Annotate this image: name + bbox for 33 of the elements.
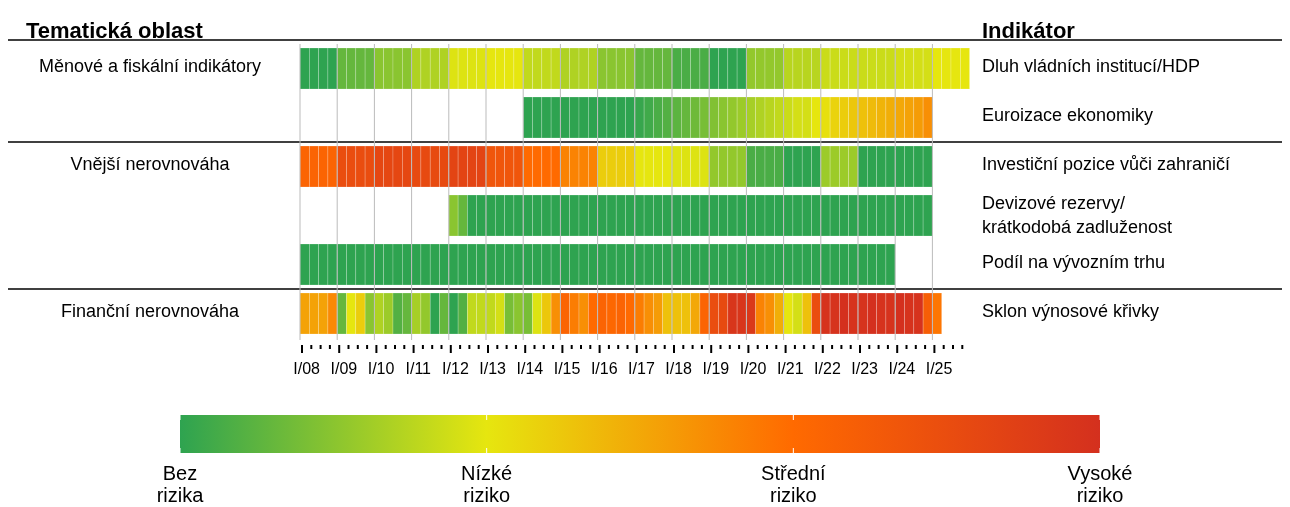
y2-tick-label: Sklon výnosové křivky bbox=[982, 301, 1160, 321]
x-tick-label: I/11 bbox=[405, 360, 432, 377]
x-tick-label: I/08 bbox=[293, 360, 321, 377]
y-tick-label: Finanční nerovnováha bbox=[60, 301, 241, 321]
x-tick-label: I/10 bbox=[367, 360, 395, 377]
x-tick-label: I/22 bbox=[814, 360, 841, 377]
y2-axis-title: Indikátor bbox=[982, 18, 1076, 43]
color-bar-label: Střední riziko bbox=[761, 462, 827, 506]
y2-tick-label: Podíl na vývozním trhu bbox=[982, 252, 1166, 272]
x-tick-label: I/24 bbox=[888, 360, 916, 377]
x-tick-label: I/19 bbox=[702, 360, 730, 377]
x-tick-label: I/13 bbox=[479, 360, 507, 377]
x-tick-label: I/14 bbox=[516, 360, 544, 377]
x-tick-label: I/16 bbox=[590, 360, 618, 377]
x-tick-label: I/12 bbox=[442, 360, 469, 377]
x-tick-label: I/09 bbox=[330, 360, 358, 377]
y-axis-title: Tematická oblast bbox=[26, 18, 204, 43]
x-tick-label: I/18 bbox=[665, 360, 693, 377]
color-bar-label: Nízké riziko bbox=[461, 462, 513, 506]
x-tick-label: I/25 bbox=[925, 360, 953, 377]
color-bar-label: Bez rizika bbox=[156, 462, 205, 506]
x-tick-label: I/23 bbox=[851, 360, 879, 377]
y2-tick-label: Devizové rezervy/ krátkodobá zadluženost bbox=[982, 193, 1173, 237]
y2-tick-label: Investiční pozice vůči zahraničí bbox=[982, 154, 1231, 174]
y-tick-label: Vnější nerovnováha bbox=[70, 154, 231, 174]
x-tick-label: I/20 bbox=[739, 360, 767, 377]
y-tick-label: Měnové a fiskální indikátory bbox=[38, 56, 262, 76]
x-tick-label: I/17 bbox=[628, 360, 655, 377]
color-bar-label: Vysoké riziko bbox=[1067, 462, 1133, 506]
y2-tick-label: Dluh vládních institucí/HDP bbox=[982, 56, 1201, 76]
y2-tick-label: Euroizace ekonomiky bbox=[982, 105, 1154, 125]
x-tick-label: I/15 bbox=[553, 360, 581, 377]
x-tick-label: I/21 bbox=[776, 360, 804, 377]
